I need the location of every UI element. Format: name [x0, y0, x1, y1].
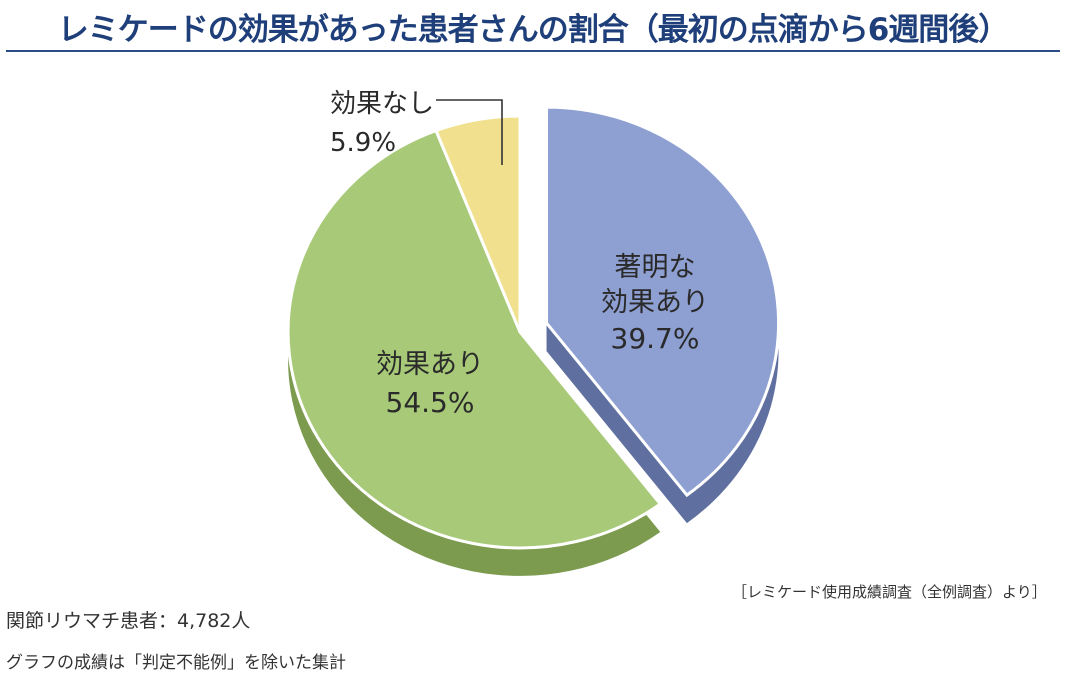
- chart-title: レミケードの効果があった患者さんの割合（最初の点滴から6週間後）: [57, 12, 1010, 48]
- leader-line-no-effect: [436, 99, 503, 165]
- slice-label-no-effect: 効果なし 5.9%: [330, 89, 434, 158]
- slice-label-marked-line1: 著明な: [615, 252, 696, 283]
- slice-label-no-effect-text: 効果なし: [330, 89, 434, 119]
- slice-marked-effect: [544, 105, 781, 498]
- slice-value-marked: 39.7%: [611, 322, 700, 355]
- slice-label-effect: 効果あり 54.5%: [376, 349, 484, 419]
- slice-label-marked-effect: 著明な 効果あり 39.7%: [601, 252, 709, 355]
- source-note: ［レミケード使用成績調査（全例調査）より］: [732, 583, 1047, 601]
- title-underline: [6, 50, 1060, 52]
- patient-count-note: 関節リウマチ患者：4,782人: [6, 610, 251, 632]
- slice-value-effect: 54.5%: [386, 386, 475, 419]
- exclusion-note: グラフの成績は「判定不能例」を除いた集計: [6, 653, 346, 673]
- slice-no-effect: [434, 114, 522, 333]
- slice-effect: [286, 128, 663, 550]
- slice-label-effect-text: 効果あり: [376, 349, 484, 380]
- slice-value-no-effect: 5.9%: [330, 128, 396, 158]
- slice-label-marked-line2: 効果あり: [601, 287, 709, 318]
